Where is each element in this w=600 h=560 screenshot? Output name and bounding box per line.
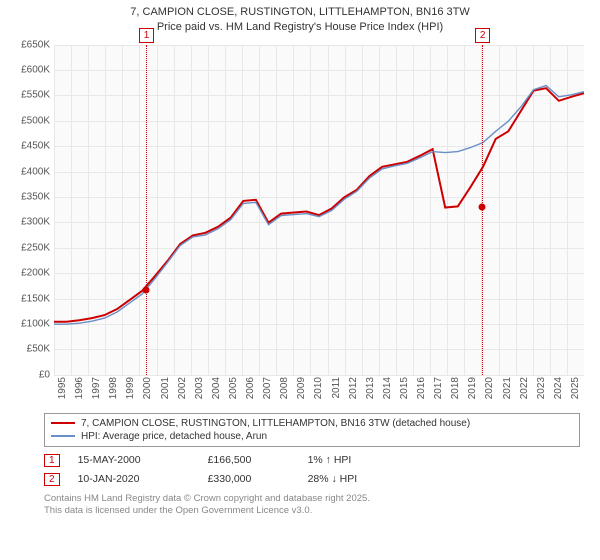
event-marker-dot bbox=[142, 287, 149, 294]
x-axis-label: 2011 bbox=[331, 377, 342, 399]
event-marker-dot bbox=[478, 204, 485, 211]
y-axis-label: £250K bbox=[12, 242, 50, 253]
chart-title: 7, CAMPION CLOSE, RUSTINGTON, LITTLEHAMP… bbox=[0, 0, 600, 39]
x-axis-label: 1996 bbox=[74, 377, 85, 399]
y-axis-label: £0 bbox=[12, 369, 50, 380]
y-axis-label: £50K bbox=[12, 344, 50, 355]
x-axis-label: 2014 bbox=[382, 377, 393, 399]
x-axis-label: 2000 bbox=[142, 377, 153, 399]
x-axis-label: 2010 bbox=[313, 377, 324, 399]
x-axis-label: 2022 bbox=[519, 377, 530, 399]
x-axis-label: 2006 bbox=[245, 377, 256, 399]
x-axis-label: 2009 bbox=[296, 377, 307, 399]
event-pct: 28% ↓ HPI bbox=[308, 473, 408, 485]
x-axis-label: 2018 bbox=[450, 377, 461, 399]
x-axis-label: 2005 bbox=[228, 377, 239, 399]
legend-label: HPI: Average price, detached house, Arun bbox=[81, 431, 267, 442]
series-hpi bbox=[54, 85, 584, 324]
x-axis-label: 2007 bbox=[262, 377, 273, 399]
y-axis-label: £600K bbox=[12, 65, 50, 76]
x-axis-label: 2015 bbox=[399, 377, 410, 399]
event-badge: 2 bbox=[44, 473, 60, 486]
y-axis-label: £450K bbox=[12, 141, 50, 152]
y-axis-label: £150K bbox=[12, 293, 50, 304]
x-axis-label: 2003 bbox=[194, 377, 205, 399]
event-date: 10-JAN-2020 bbox=[78, 473, 208, 485]
legend-item: HPI: Average price, detached house, Arun bbox=[51, 430, 573, 443]
event-price: £330,000 bbox=[208, 473, 308, 485]
event-row: 2 10-JAN-2020£330,00028% ↓ HPI bbox=[44, 470, 580, 489]
x-axis-label: 1998 bbox=[108, 377, 119, 399]
license-line1: Contains HM Land Registry data © Crown c… bbox=[44, 493, 580, 505]
chart-lines bbox=[54, 45, 584, 375]
y-axis-label: £200K bbox=[12, 268, 50, 279]
legend-swatch bbox=[51, 422, 75, 424]
event-badge: 1 bbox=[44, 454, 60, 467]
x-axis-label: 2012 bbox=[348, 377, 359, 399]
x-axis-label: 2013 bbox=[365, 377, 376, 399]
event-pct: 1% ↑ HPI bbox=[308, 454, 408, 466]
y-axis-label: £300K bbox=[12, 217, 50, 228]
license-text: Contains HM Land Registry data © Crown c… bbox=[44, 493, 580, 518]
title-subtitle: Price paid vs. HM Land Registry's House … bbox=[10, 20, 590, 35]
y-axis-label: £550K bbox=[12, 90, 50, 101]
chart-container: 12 £0 £50K £100K £150K £200K £250K £300K £350K £… bbox=[10, 39, 590, 409]
x-axis-label: 2023 bbox=[536, 377, 547, 399]
event-marker-badge: 2 bbox=[475, 28, 491, 43]
legend-label: 7, CAMPION CLOSE, RUSTINGTON, LITTLEHAMP… bbox=[81, 418, 470, 429]
y-axis-label: £500K bbox=[12, 115, 50, 126]
event-price: £166,500 bbox=[208, 454, 308, 466]
x-axis-label: 2002 bbox=[177, 377, 188, 399]
x-axis-label: 2016 bbox=[416, 377, 427, 399]
event-date: 15-MAY-2000 bbox=[78, 454, 208, 466]
legend-swatch bbox=[51, 435, 75, 437]
x-axis-label: 2025 bbox=[570, 377, 581, 399]
x-axis-label: 1995 bbox=[57, 377, 68, 399]
event-row: 1 15-MAY-2000£166,5001% ↑ HPI bbox=[44, 451, 580, 470]
x-axis-label: 2019 bbox=[467, 377, 478, 399]
series-property bbox=[54, 88, 584, 322]
y-axis-label: £650K bbox=[12, 39, 50, 50]
x-axis-label: 1997 bbox=[91, 377, 102, 399]
x-axis-label: 2008 bbox=[279, 377, 290, 399]
event-marker-line bbox=[146, 45, 147, 375]
license-line2: This data is licensed under the Open Gov… bbox=[44, 505, 580, 517]
plot-area: 12 bbox=[54, 45, 584, 375]
x-axis-label: 1999 bbox=[125, 377, 136, 399]
x-axis-label: 2004 bbox=[211, 377, 222, 399]
x-axis-label: 2020 bbox=[484, 377, 495, 399]
x-axis-label: 2021 bbox=[502, 377, 513, 399]
event-marker-badge: 1 bbox=[139, 28, 155, 43]
y-axis-label: £350K bbox=[12, 191, 50, 202]
x-axis-label: 2024 bbox=[553, 377, 564, 399]
events-table: 1 15-MAY-2000£166,5001% ↑ HPI 2 10-JAN-2020… bbox=[44, 451, 580, 489]
x-axis-label: 2017 bbox=[433, 377, 444, 399]
y-axis-label: £400K bbox=[12, 166, 50, 177]
y-axis-label: £100K bbox=[12, 318, 50, 329]
legend: 7, CAMPION CLOSE, RUSTINGTON, LITTLEHAMP… bbox=[44, 413, 580, 447]
x-axis-label: 2001 bbox=[160, 377, 171, 399]
legend-item: 7, CAMPION CLOSE, RUSTINGTON, LITTLEHAMP… bbox=[51, 417, 573, 430]
title-address: 7, CAMPION CLOSE, RUSTINGTON, LITTLEHAMP… bbox=[10, 5, 590, 20]
